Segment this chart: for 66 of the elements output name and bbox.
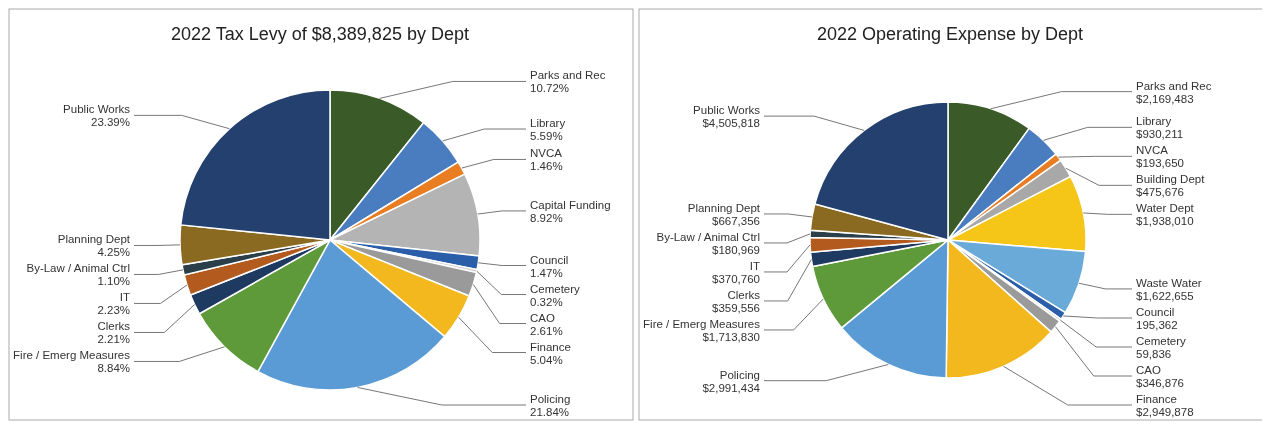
slice-label: Fire / Emerg Measures bbox=[643, 317, 761, 330]
slice-label: By-Law / Animal Ctrl bbox=[656, 230, 760, 243]
chart-title: 2022 Operating Expense by Dept bbox=[816, 24, 1084, 44]
data-label: $1,938,010 bbox=[1136, 215, 1194, 228]
data-label: $359,556 bbox=[712, 301, 760, 314]
data-label: $475,676 bbox=[1136, 186, 1184, 199]
slice-label: Parks and Rec bbox=[530, 69, 606, 82]
data-label: 2.61% bbox=[530, 324, 563, 337]
data-label: 1.10% bbox=[97, 275, 130, 288]
slice-label: CAO bbox=[530, 311, 555, 324]
slice-label: Public Works bbox=[63, 103, 131, 116]
slice-label: Planning Dept bbox=[57, 233, 131, 246]
slice-label: Finance bbox=[530, 340, 571, 353]
data-label: $370,760 bbox=[712, 272, 760, 285]
data-label: $930,211 bbox=[1136, 128, 1184, 141]
data-label: 4.25% bbox=[97, 246, 130, 259]
slice-label: NVCA bbox=[1136, 144, 1169, 157]
data-label: 8.92% bbox=[530, 211, 563, 224]
data-label: $346,876 bbox=[1136, 377, 1184, 389]
slice-label: Clerks bbox=[727, 288, 761, 301]
slice-label: Library bbox=[530, 117, 566, 130]
slice-label: Policing bbox=[530, 393, 571, 405]
data-label: $667,356 bbox=[712, 214, 760, 227]
data-label: 8.84% bbox=[97, 362, 130, 375]
slice-label: Library bbox=[1136, 115, 1172, 128]
data-label: 195,362 bbox=[1136, 319, 1178, 331]
data-label: 2.21% bbox=[97, 333, 130, 346]
data-label: $2,991,434 bbox=[702, 381, 761, 394]
data-label: 59,836 bbox=[1136, 348, 1172, 360]
data-label: $193,650 bbox=[1136, 157, 1184, 170]
data-label: $1,713,830 bbox=[702, 330, 760, 343]
slice-label: NVCA bbox=[530, 147, 563, 160]
slice-label: Cemetery bbox=[530, 282, 581, 295]
data-label: 1.47% bbox=[530, 266, 563, 279]
slice-label: Finance bbox=[1136, 393, 1177, 405]
data-label: $2,949,878 bbox=[1136, 406, 1194, 418]
slice-label: Policing bbox=[719, 368, 760, 381]
slice-label: Water Dept bbox=[1136, 202, 1195, 215]
data-label: 5.04% bbox=[530, 353, 563, 366]
chart-title: 2022 Tax Levy of $8,389,825 by Dept bbox=[171, 24, 469, 44]
slice-label: Capital Funding bbox=[530, 198, 611, 211]
data-label: 2.23% bbox=[97, 304, 130, 317]
slice-label: Building Dept bbox=[1136, 173, 1206, 186]
slice-label: Fire / Emerg Measures bbox=[13, 349, 131, 362]
data-label: $1,622,655 bbox=[1136, 289, 1194, 302]
slice-label: Council bbox=[530, 253, 569, 266]
data-label: 10.72% bbox=[530, 82, 570, 95]
slice-label: IT bbox=[119, 291, 130, 304]
data-label: 23.39% bbox=[90, 116, 130, 129]
data-label: 0.32% bbox=[530, 295, 563, 308]
data-label: $4,505,818 bbox=[702, 117, 760, 130]
data-label: 1.46% bbox=[530, 160, 563, 173]
data-label: $180,969 bbox=[712, 243, 760, 256]
slice-label: Clerks bbox=[97, 320, 131, 333]
slice-label: Waste Water bbox=[1136, 276, 1202, 289]
data-label: 21.84% bbox=[530, 406, 570, 418]
slice-label: Parks and Rec bbox=[1136, 79, 1212, 92]
slice-label: Cemetery bbox=[1136, 335, 1187, 347]
data-label: $2,169,483 bbox=[1136, 92, 1194, 105]
slice-label: Council bbox=[1136, 306, 1175, 318]
slice-label: Public Works bbox=[693, 104, 761, 117]
data-label: 5.59% bbox=[530, 130, 563, 143]
slice-label: By-Law / Animal Ctrl bbox=[26, 262, 130, 275]
slice-label: Planning Dept bbox=[687, 201, 761, 214]
slice-label: IT bbox=[749, 259, 760, 272]
slice-label: CAO bbox=[1136, 364, 1161, 376]
